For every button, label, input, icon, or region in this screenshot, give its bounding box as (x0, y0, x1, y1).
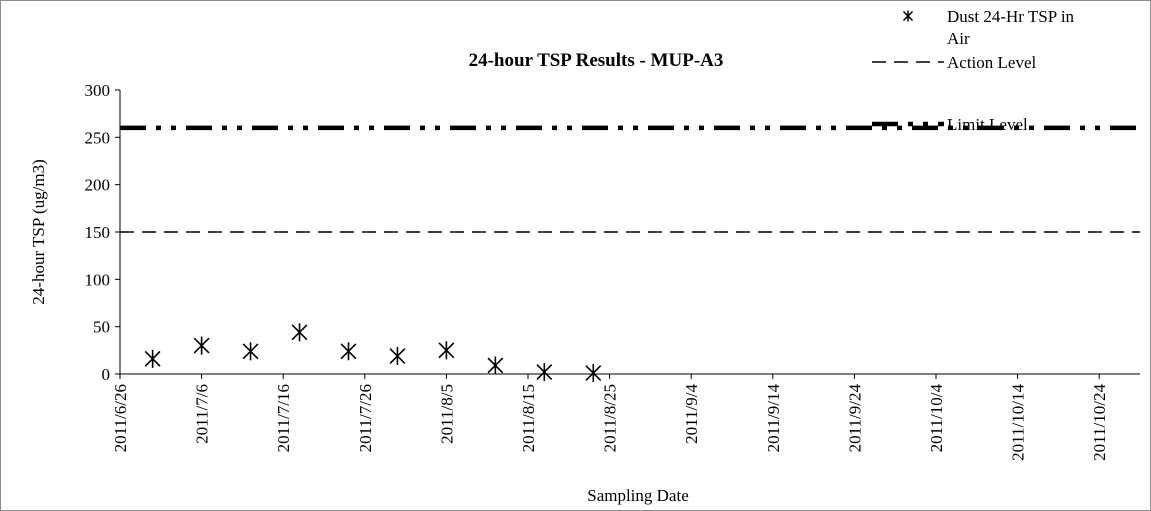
y-tick-label: 250 (85, 128, 111, 147)
x-axis-label: Sampling Date (587, 486, 689, 505)
x-tick-label: 2011/6/26 (111, 384, 130, 452)
x-tick-label: 2011/10/24 (1090, 384, 1109, 461)
y-tick-label: 100 (85, 270, 111, 289)
data-point (242, 342, 259, 361)
x-tick-label: 2011/7/6 (193, 384, 212, 444)
data-point (536, 363, 553, 382)
legend-label: Dust 24-Hr TSP in Air (947, 7, 1075, 48)
data-points (144, 323, 602, 383)
legend-label: Action Level (947, 53, 1036, 72)
x-tick-label: 2011/7/26 (356, 384, 375, 452)
x-tick-label: 2011/10/14 (1009, 384, 1028, 461)
y-tick-label: 300 (85, 81, 111, 100)
x-tick-label: 2011/8/5 (437, 384, 456, 444)
x-tick-label: 2011/8/25 (601, 384, 620, 452)
legend-marker-asterisk (902, 10, 914, 22)
legend: Dust 24-Hr TSP in Air Action Level Limit Le… (872, 7, 1075, 134)
data-point (487, 356, 504, 375)
y-axis-label: 24-hour TSP (ug/m3) (29, 159, 48, 304)
chart-title: 24-hour TSP Results - MUP-A3 (469, 50, 724, 71)
legend-item-limit-level: Limit Level (872, 115, 1028, 134)
data-point (291, 323, 308, 342)
data-point (389, 347, 406, 366)
x-tick-label: 2011/8/15 (519, 384, 538, 452)
x-tick-label: 2011/9/14 (764, 384, 783, 453)
legend-label: Limit Level (947, 115, 1028, 134)
data-point (585, 364, 602, 383)
data-point (340, 342, 357, 361)
x-tick-label: 2011/7/16 (274, 384, 293, 452)
y-tick-label: 150 (85, 223, 111, 242)
x-axis-ticks: 2011/6/26 2011/7/6 2011/7/16 2011/7/26 2011/… (111, 374, 1109, 461)
legend-item-action-level: Action Level (872, 53, 1036, 72)
y-tick-label: 200 (85, 176, 111, 195)
x-tick-label: 2011/10/4 (927, 384, 946, 453)
legend-item-dust-24-hr-tsp-in-air: Dust 24-Hr TSP in Air (902, 7, 1075, 48)
data-point (438, 341, 455, 360)
reference-lines (120, 125, 1140, 233)
data-point (144, 349, 161, 368)
x-tick-label: 2011/9/24 (845, 384, 864, 453)
x-tick-label: 2011/9/4 (682, 384, 701, 444)
y-tick-label: 50 (93, 318, 110, 337)
data-point (193, 336, 210, 355)
y-axis-ticks: 0 50 100 150 200 250 300 (85, 81, 120, 384)
y-tick-label: 0 (102, 365, 111, 384)
